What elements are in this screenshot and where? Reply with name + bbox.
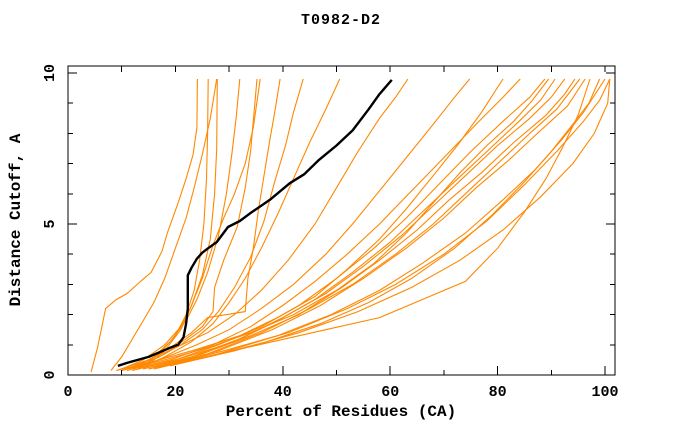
x-tick-label-80: 80 <box>489 384 507 401</box>
model-curve-model-11 <box>116 78 409 372</box>
model-curve-model-02 <box>110 78 218 371</box>
model-curve-model-13 <box>126 78 521 372</box>
model-curve-model-24 <box>169 78 611 367</box>
model-curve-model-12 <box>121 78 471 372</box>
y-tick-label-10: 10 <box>42 64 59 82</box>
model-curve-model-07 <box>121 78 261 370</box>
model-curve-model-21 <box>148 78 601 370</box>
model-curve-model-06 <box>137 78 258 368</box>
y-ticks <box>68 72 615 376</box>
model-curve-model-20 <box>164 78 591 367</box>
model-curve-model-01 <box>90 78 198 373</box>
highlight-curve <box>117 79 393 368</box>
model-curve-model-18 <box>153 78 581 368</box>
y-tick-label-0: 0 <box>42 370 59 379</box>
x-ticks <box>67 66 606 375</box>
model-curve-model-04 <box>142 78 218 370</box>
x-tick-label-40: 40 <box>274 384 292 401</box>
model-curves <box>90 78 611 373</box>
model-curve-model-19 <box>159 78 586 368</box>
model-curve-model-25 <box>121 78 550 372</box>
x-tick-label-0: 0 <box>63 384 72 401</box>
y-tick-label-5: 5 <box>42 219 59 228</box>
model-curve-model-10 <box>137 78 341 370</box>
axis-box <box>67 65 616 376</box>
model-curve-model-26 <box>116 78 504 372</box>
x-tick-label-20: 20 <box>166 384 184 401</box>
x-axis-title: Percent of Residues (CA) <box>225 403 457 421</box>
x-tick-label-100: 100 <box>591 384 618 401</box>
y-tick-labels: 0 5 10 <box>42 64 59 380</box>
x-tick-label-60: 60 <box>381 384 399 401</box>
model-curve-model-14 <box>132 78 546 372</box>
highlighted-model-curve <box>117 79 393 368</box>
chart-title: T0982-D2 <box>300 12 381 29</box>
model-curve-model-16 <box>143 78 566 370</box>
model-curve-model-17 <box>148 78 576 370</box>
model-curve-model-23 <box>159 78 611 368</box>
model-curve-model-05 <box>132 78 241 370</box>
model-curve-model-03 <box>137 78 209 370</box>
x-tick-labels: 0 20 40 60 80 100 <box>63 384 618 401</box>
